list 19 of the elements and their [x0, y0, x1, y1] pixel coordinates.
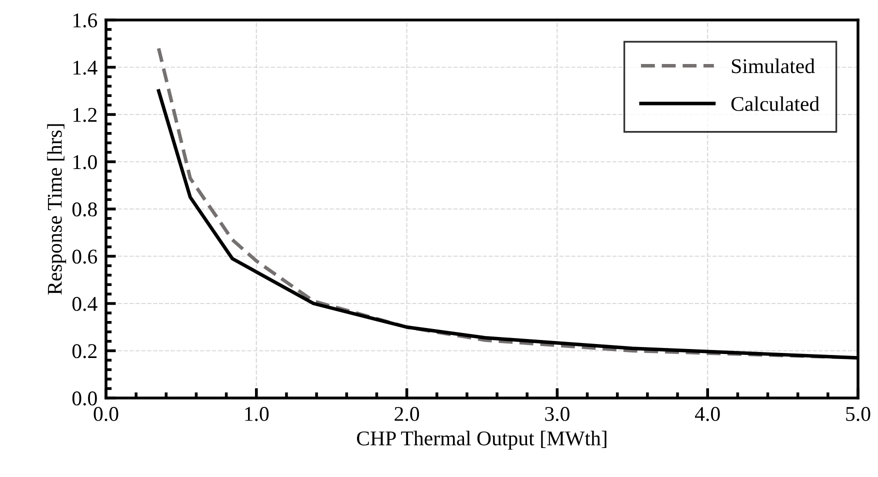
y-tick-label: 0.8 [72, 202, 97, 217]
y-tick-label: 0.0 [72, 391, 97, 406]
y-tick-label: 0.6 [72, 250, 98, 264]
x-tick-label: 2.0 [394, 406, 420, 422]
y-tick-label: 1.2 [73, 108, 97, 122]
y-tick-label: 1.0 [73, 155, 97, 170]
x-axis-title: CHP Thermal Output [MWth] [357, 430, 606, 450]
y-tick-label: 0.2 [72, 344, 97, 358]
x-tick-label: 4.0 [694, 406, 720, 422]
x-tick-label: 3.0 [545, 406, 570, 422]
y-tick-label: 1.6 [73, 13, 98, 28]
x-tick-label: 1.0 [245, 406, 269, 422]
y-tick-label: 0.4 [72, 296, 98, 312]
y-axis-title: Response Time [hrs] [47, 124, 66, 295]
x-tick-label: 0.0 [94, 406, 118, 422]
legend-label: Simulated [732, 58, 815, 74]
x-tick-label: 5.0 [846, 406, 870, 422]
y-tick-label: 1.4 [73, 60, 98, 75]
legend-label: Calculated [731, 96, 820, 111]
